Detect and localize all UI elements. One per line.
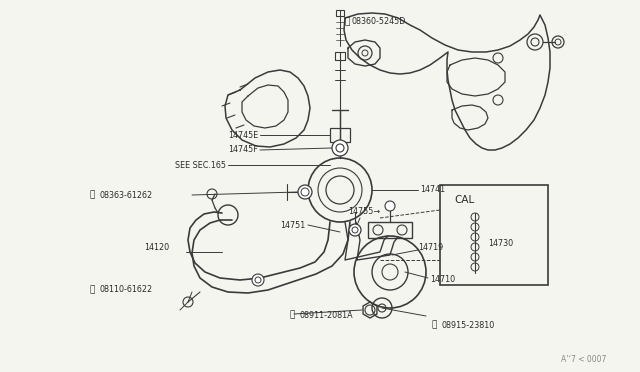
Circle shape [298,185,312,199]
Circle shape [332,140,348,156]
Circle shape [349,224,361,236]
Text: 08110-61622: 08110-61622 [100,285,153,295]
Bar [330,128,350,142]
Text: 14120: 14120 [144,244,169,253]
Text: A’‘7 < 0007: A’‘7 < 0007 [561,356,606,365]
Text: 08915-23810: 08915-23810 [442,321,495,330]
Bar [368,222,412,238]
Text: Ⓢ: Ⓢ [90,285,95,295]
Text: Ⓢ: Ⓢ [344,17,350,26]
Text: 14741: 14741 [420,186,445,195]
Text: 08911-2081A: 08911-2081A [300,311,354,320]
Text: 14730: 14730 [488,238,513,247]
Text: 14719: 14719 [418,244,444,253]
Bar [440,185,548,285]
Text: 14751: 14751 [280,221,305,230]
Text: 08360-5245D: 08360-5245D [352,17,406,26]
Text: CAL: CAL [454,195,474,205]
Text: 14745F: 14745F [228,145,258,154]
Text: 08363-61262: 08363-61262 [100,190,153,199]
Bar [335,52,345,60]
Bar [336,10,344,16]
Circle shape [385,201,395,211]
Text: 14755→: 14755→ [348,208,380,217]
Circle shape [252,274,264,286]
Text: SEE SEC.165: SEE SEC.165 [175,160,226,170]
Text: Ⓢ: Ⓢ [90,190,95,199]
Text: 14745E: 14745E [228,131,258,140]
Text: Ⓦ: Ⓦ [432,321,437,330]
Text: 14710: 14710 [430,276,455,285]
Text: Ⓝ: Ⓝ [290,311,296,320]
